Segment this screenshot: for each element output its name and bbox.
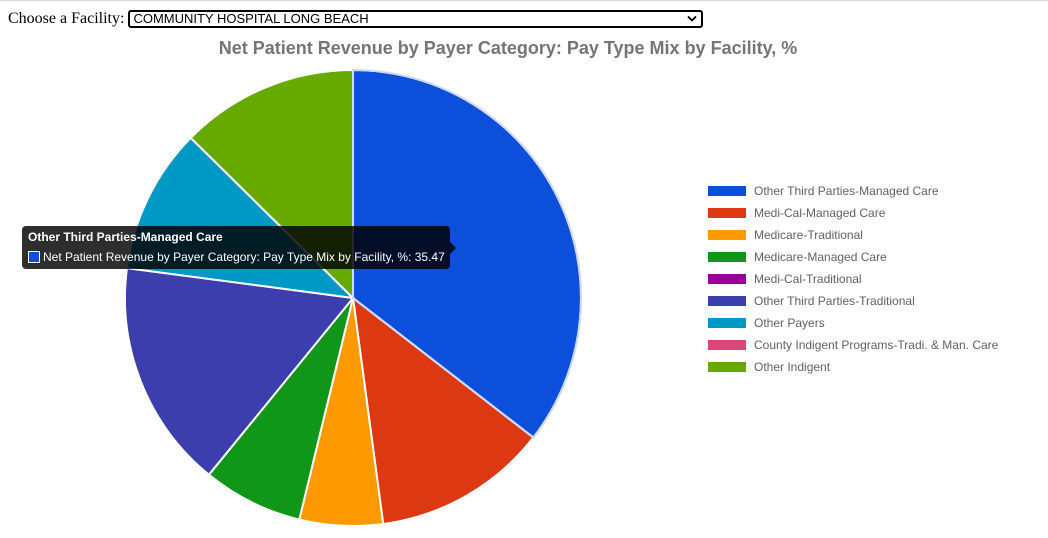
tooltip-swatch [28, 251, 40, 263]
facility-select[interactable]: COMMUNITY HOSPITAL LONG BEACH [128, 10, 704, 28]
chevron-down-icon [687, 15, 698, 22]
top-border [0, 0, 1048, 1]
legend-swatch [708, 340, 746, 350]
legend-item[interactable]: Other Third Parties-Managed Care [708, 180, 998, 202]
legend-label: Other Third Parties-Traditional [754, 294, 915, 308]
facility-label: Choose a Facility: [8, 10, 125, 27]
legend-item[interactable]: Other Payers [708, 312, 998, 334]
legend-item[interactable]: Other Third Parties-Traditional [708, 290, 998, 312]
facility-selected-value: COMMUNITY HOSPITAL LONG BEACH [133, 11, 369, 26]
legend-swatch [708, 186, 746, 196]
tooltip-caret [450, 242, 456, 254]
legend-item[interactable]: Medi-Cal-Managed Care [708, 202, 998, 224]
legend-label: Other Third Parties-Managed Care [754, 184, 939, 198]
tooltip-row: Net Patient Revenue by Payer Category: P… [28, 250, 445, 264]
legend-swatch [708, 362, 746, 372]
legend-label: County Indigent Programs-Tradi. & Man. C… [754, 338, 999, 352]
pie-slice-medicare-managed-care[interactable] [207, 297, 354, 521]
legend-swatch [708, 208, 746, 218]
legend-label: Other Indigent [754, 360, 831, 374]
legend-label: Medicare-Managed Care [754, 250, 887, 264]
legend-swatch [708, 230, 746, 240]
tooltip-value-text: Net Patient Revenue by Payer Category: P… [43, 250, 445, 264]
chart-tooltip: Other Third Parties-Managed Care Net Pat… [22, 226, 456, 269]
chart-legend: Other Third Parties-Managed Care Medi-Cal… [708, 180, 998, 378]
legend-swatch [708, 252, 746, 262]
legend-item[interactable]: Other Indigent [708, 356, 998, 378]
facility-selector: Choose a Facility: COMMUNITY HOSPITAL LO… [8, 9, 704, 29]
legend-label: Medi-Cal-Traditional [754, 272, 862, 286]
legend-label: Other Payers [754, 316, 825, 330]
legend-item[interactable]: Medi-Cal-Traditional [708, 268, 998, 290]
pie-slice-other-third-parties-traditional[interactable] [124, 266, 355, 477]
legend-label: Medi-Cal-Managed Care [754, 206, 886, 220]
pie-slice-hover-outline [352, 68, 582, 439]
legend-swatch [708, 318, 746, 328]
legend-swatch [708, 274, 746, 284]
legend-item[interactable]: Medicare-Managed Care [708, 246, 998, 268]
legend-swatch [708, 296, 746, 306]
pie-slice-medi-cal-managed-care[interactable] [351, 295, 535, 526]
chart-title: Net Patient Revenue by Payer Category: P… [218, 38, 798, 58]
legend-label: Medicare-Traditional [754, 228, 863, 242]
legend-item[interactable]: County Indigent Programs-Tradi. & Man. C… [708, 334, 998, 356]
tooltip-title: Other Third Parties-Managed Care [28, 230, 223, 244]
legend-item[interactable]: Medicare-Traditional [708, 224, 998, 246]
